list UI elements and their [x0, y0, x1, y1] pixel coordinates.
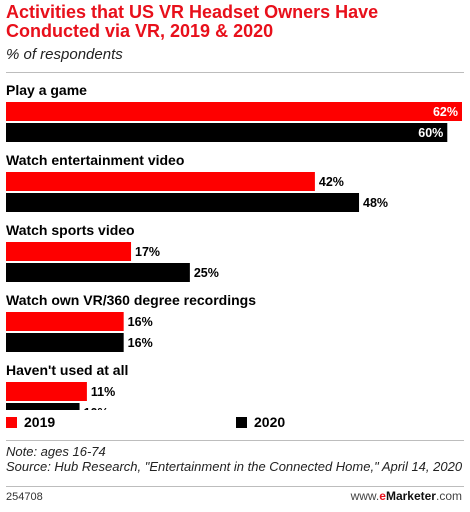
- chart-id: 254708: [6, 491, 43, 503]
- value-label-2019-play-a-game: 62%: [433, 105, 458, 119]
- value-label-2020-watch-sports-video: 25%: [194, 266, 219, 280]
- value-label-2019-watch-own-vr-360-degree-recordings: 16%: [128, 315, 153, 329]
- bar-2019-haven-t-used-at-all: [6, 382, 87, 401]
- legend-label-2019: 2019: [24, 414, 56, 430]
- category-label-haven-t-used-at-all: Haven't used at all: [6, 362, 128, 378]
- bar-chart: Play a game 62% 60% Watch entertainment vid…: [6, 82, 462, 410]
- brand-suffix: .com: [435, 489, 462, 503]
- bar-2020-watch-own-vr-360-degree-recordings: [6, 333, 124, 352]
- bar-2019-watch-own-vr-360-degree-recordings: [6, 312, 124, 331]
- bar-2020-watch-entertainment-video: [6, 193, 360, 212]
- source-text: Source: Hub Research, "Entertainment in …: [6, 459, 463, 474]
- category-label-watch-own-vr-360-degree-recordings: Watch own VR/360 degree recordings: [6, 292, 256, 308]
- value-label-2019-watch-sports-video: 17%: [135, 245, 160, 259]
- top-divider: [6, 72, 464, 73]
- note-text: Note: ages 16-74: [6, 444, 106, 459]
- chart-title: Activities that US VR Headset Owners Hav…: [6, 2, 379, 41]
- category-label-watch-entertainment-video: Watch entertainment video: [6, 152, 184, 168]
- category-label-watch-sports-video: Watch sports video: [6, 222, 135, 238]
- chart-subtitle: % of respondents: [6, 46, 123, 63]
- chart-notes: Note: ages 16-74 Source: Hub Research, "…: [6, 444, 464, 474]
- bar-2020-play-a-game: [6, 123, 448, 142]
- legend-item-2020: 2020: [236, 414, 285, 430]
- legend-swatch-2019: [6, 416, 17, 428]
- legend-swatch-2020: [236, 416, 247, 428]
- bar-2020-watch-sports-video: [6, 263, 190, 282]
- brand-name: Marketer: [385, 489, 436, 503]
- value-label-2020-play-a-game: 60%: [418, 126, 443, 140]
- bottom-divider: [6, 440, 464, 441]
- bar-2019-watch-entertainment-video: [6, 172, 315, 191]
- value-label-2019-haven-t-used-at-all: 11%: [91, 385, 115, 399]
- bar-2020-haven-t-used-at-all: [6, 403, 80, 410]
- value-label-2019-watch-entertainment-video: 42%: [319, 175, 344, 189]
- bar-2019-play-a-game: [6, 102, 462, 121]
- value-label-2020-watch-own-vr-360-degree-recordings: 16%: [128, 336, 153, 350]
- bar-2019-watch-sports-video: [6, 242, 132, 261]
- footer-divider: [6, 486, 464, 487]
- legend-label-2020: 2020: [254, 414, 286, 430]
- emarketer-logo: www.eMarketer.com: [351, 489, 462, 503]
- legend-item-2019: 2019: [6, 414, 55, 430]
- brand-e: e: [379, 489, 386, 503]
- category-label-play-a-game: Play a game: [6, 82, 87, 98]
- value-label-2020-haven-t-used-at-all: 10%: [84, 406, 109, 410]
- brand-prefix: www.: [350, 489, 380, 503]
- value-label-2020-watch-entertainment-video: 48%: [363, 196, 388, 210]
